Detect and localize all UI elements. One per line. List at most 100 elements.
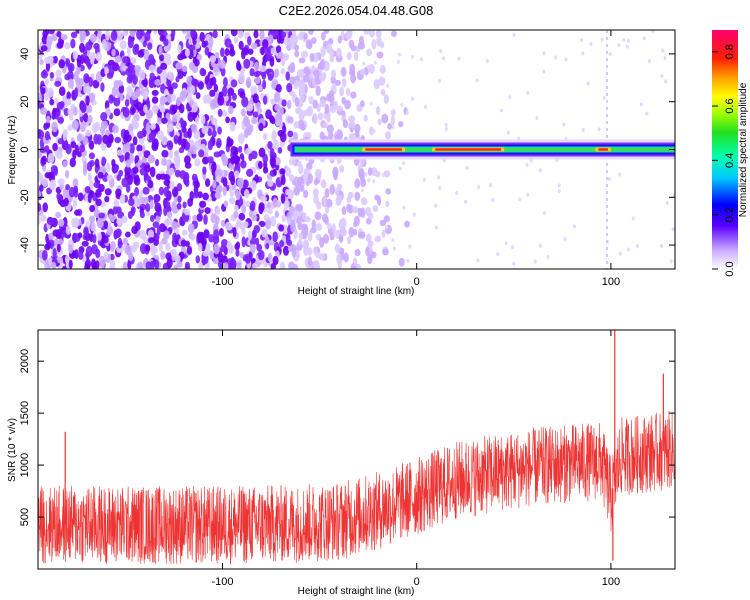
heatmap-cell	[46, 55, 54, 64]
heatmap-cell	[149, 214, 155, 223]
heatmap-cell	[158, 223, 166, 233]
heatmap-cell	[92, 234, 97, 244]
heatmap-cell	[198, 149, 205, 158]
heatmap-cell	[114, 55, 122, 63]
heatmap-cell	[166, 211, 173, 219]
heatmap-cell	[275, 113, 280, 122]
heatmap-cell	[290, 90, 296, 97]
heatmap-cell	[161, 237, 168, 245]
heatmap-cell	[127, 37, 134, 49]
heatmap-cell	[222, 185, 227, 196]
heatmap-cell	[277, 84, 282, 92]
heatmap-cell	[202, 166, 207, 175]
heatmap-cell	[618, 172, 622, 177]
heatmap-cell	[391, 238, 395, 243]
heatmap-cell	[340, 228, 347, 237]
heatmap-cell	[274, 103, 281, 112]
heatmap-cell	[267, 140, 273, 150]
heatmap-cell	[89, 215, 96, 223]
heatmap-cell	[434, 203, 438, 208]
colorbar-tick-label: 0.4	[724, 153, 736, 168]
heatmap-cell	[326, 222, 332, 230]
heatmap-cell	[360, 100, 365, 108]
heatmap-y-ticks: -40 -20 0 20 40	[19, 48, 675, 253]
heatmap-cell	[281, 99, 287, 107]
heatmap-cell	[145, 109, 154, 119]
snr-frame	[37, 329, 676, 570]
heatmap-cell	[251, 42, 258, 50]
heatmap-cell	[232, 227, 237, 238]
heatmap-cell	[230, 156, 235, 165]
heatmap-cell	[139, 243, 147, 255]
heatmap-cell	[288, 158, 296, 166]
heatmap-cell	[353, 221, 358, 228]
heatmap-cell	[127, 258, 132, 269]
heatmap-cell	[155, 158, 160, 167]
snr-y-axis-title: SNR (10 * v/v)	[7, 418, 18, 482]
heatmap-cell	[223, 262, 229, 269]
heatmap-cell	[201, 156, 209, 165]
heatmap-cell	[56, 192, 61, 200]
heatmap-cell	[89, 204, 96, 213]
heatmap-cell	[230, 261, 237, 269]
heatmap-cell	[256, 106, 262, 114]
heatmap-cell	[398, 257, 405, 267]
heatmap-cell	[84, 186, 91, 194]
heatmap-cell	[186, 75, 193, 87]
heatmap-cell	[217, 108, 223, 117]
heatmap-cell	[151, 89, 159, 96]
heatmap-cell	[299, 69, 305, 79]
heatmap-cell	[230, 175, 236, 186]
heatmap-cell	[166, 140, 173, 148]
heatmap-cell	[77, 232, 83, 239]
heatmap-cell	[344, 99, 351, 110]
heatmap-cell	[177, 135, 182, 146]
heatmap-cell	[128, 123, 134, 133]
heatmap-cell	[581, 127, 585, 132]
heatmap-cell	[228, 197, 236, 205]
heatmap-cell	[313, 193, 319, 205]
heatmap-cell	[298, 57, 306, 64]
heatmap-cell	[243, 129, 249, 139]
heatmap-cell	[237, 30, 244, 39]
heatmap-cell	[589, 41, 593, 46]
heatmap-cell	[175, 96, 181, 107]
heatmap-cell	[383, 170, 391, 178]
heatmap-cell	[411, 96, 415, 101]
heatmap-cell	[87, 172, 93, 182]
heatmap-cell	[261, 71, 267, 80]
heatmap-cell	[100, 82, 105, 92]
heatmap-cell	[188, 44, 196, 51]
heatmap-cell	[369, 126, 375, 136]
heatmap-cell	[209, 89, 216, 97]
heatmap-cell	[125, 67, 132, 77]
heatmap-cell	[95, 198, 102, 207]
heatmap-cell	[132, 73, 138, 85]
heatmap-cell	[159, 106, 166, 113]
heatmap-cell	[54, 98, 59, 105]
trace-peak-red	[435, 148, 502, 151]
heatmap-cell	[147, 180, 154, 189]
heatmap-cell	[50, 261, 57, 269]
heatmap-cell	[56, 30, 62, 38]
heatmap-cell	[129, 153, 134, 164]
heatmap-cell	[195, 255, 201, 264]
heatmap-cell	[280, 68, 286, 75]
heatmap-cell	[518, 197, 522, 202]
heatmap-cell	[622, 37, 626, 42]
heatmap-cell	[533, 259, 537, 264]
heatmap-cell	[618, 251, 622, 256]
heatmap-cell	[257, 249, 265, 261]
heatmap-cell	[293, 121, 300, 129]
heatmap-cell	[125, 183, 131, 193]
heatmap-cell	[267, 207, 273, 215]
colorbar-ticks: 0.0 0.2 0.4 0.6 0.8	[712, 44, 736, 277]
heatmap-cell	[68, 186, 76, 198]
heatmap-cell	[381, 229, 386, 238]
heatmap-cell	[538, 168, 542, 173]
heatmap-cell	[323, 30, 330, 35]
heatmap-cell	[197, 233, 205, 245]
heatmap-cell	[67, 124, 73, 132]
heatmap-cell	[564, 57, 568, 62]
heatmap-cell	[46, 187, 52, 195]
